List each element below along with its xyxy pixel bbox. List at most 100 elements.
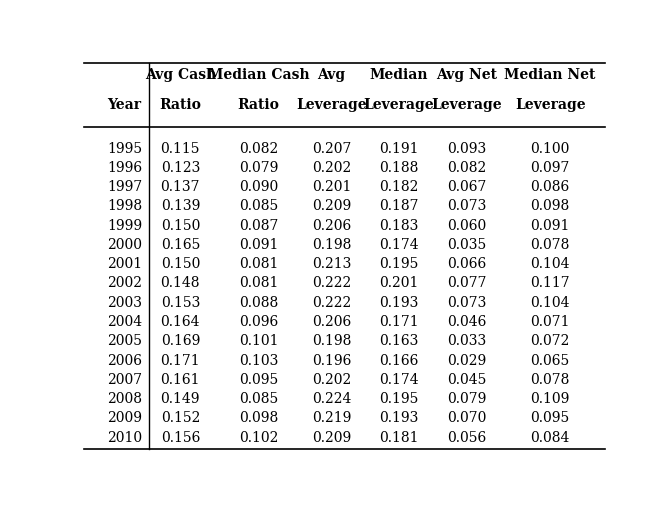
Text: 0.169: 0.169 xyxy=(161,334,200,348)
Text: 0.196: 0.196 xyxy=(312,353,351,368)
Text: 2005: 2005 xyxy=(108,334,142,348)
Text: 0.193: 0.193 xyxy=(380,296,419,310)
Text: 0.084: 0.084 xyxy=(530,430,570,445)
Text: 0.095: 0.095 xyxy=(239,373,278,387)
Text: 0.033: 0.033 xyxy=(447,334,487,348)
Text: 0.098: 0.098 xyxy=(530,199,570,213)
Text: 0.222: 0.222 xyxy=(312,296,351,310)
Text: 0.201: 0.201 xyxy=(312,180,351,194)
Text: Avg Net: Avg Net xyxy=(436,68,497,82)
Text: 0.082: 0.082 xyxy=(447,161,487,175)
Text: 0.091: 0.091 xyxy=(239,238,278,252)
Text: 0.209: 0.209 xyxy=(312,430,351,445)
Text: 0.056: 0.056 xyxy=(447,430,487,445)
Text: 0.095: 0.095 xyxy=(530,411,570,425)
Text: Median: Median xyxy=(370,68,428,82)
Text: 0.156: 0.156 xyxy=(161,430,200,445)
Text: Year: Year xyxy=(108,97,141,112)
Text: 0.150: 0.150 xyxy=(161,257,200,271)
Text: 0.193: 0.193 xyxy=(380,411,419,425)
Text: 0.081: 0.081 xyxy=(239,257,278,271)
Text: 0.148: 0.148 xyxy=(161,276,200,291)
Text: 0.090: 0.090 xyxy=(239,180,278,194)
Text: 0.066: 0.066 xyxy=(447,257,487,271)
Text: Leverage: Leverage xyxy=(515,97,585,112)
Text: 0.086: 0.086 xyxy=(530,180,570,194)
Text: 0.109: 0.109 xyxy=(530,392,570,406)
Text: 0.104: 0.104 xyxy=(530,257,570,271)
Text: 0.097: 0.097 xyxy=(530,161,570,175)
Text: 0.137: 0.137 xyxy=(161,180,200,194)
Text: 0.098: 0.098 xyxy=(239,411,278,425)
Text: 1995: 1995 xyxy=(108,141,142,156)
Text: 0.070: 0.070 xyxy=(447,411,487,425)
Text: 1999: 1999 xyxy=(108,219,142,233)
Text: 0.195: 0.195 xyxy=(380,257,419,271)
Text: 0.085: 0.085 xyxy=(239,199,278,213)
Text: 0.224: 0.224 xyxy=(312,392,351,406)
Text: 0.073: 0.073 xyxy=(447,199,487,213)
Text: Avg: Avg xyxy=(317,68,345,82)
Text: 2003: 2003 xyxy=(108,296,142,310)
Text: 0.183: 0.183 xyxy=(380,219,419,233)
Text: 0.087: 0.087 xyxy=(239,219,278,233)
Text: 0.206: 0.206 xyxy=(312,315,351,329)
Text: 0.078: 0.078 xyxy=(530,238,570,252)
Text: 0.219: 0.219 xyxy=(312,411,351,425)
Text: 0.067: 0.067 xyxy=(447,180,487,194)
Text: 2007: 2007 xyxy=(108,373,142,387)
Text: 0.029: 0.029 xyxy=(447,353,487,368)
Text: 1998: 1998 xyxy=(108,199,142,213)
Text: 0.088: 0.088 xyxy=(239,296,278,310)
Text: 0.161: 0.161 xyxy=(161,373,200,387)
Text: 2002: 2002 xyxy=(108,276,142,291)
Text: 0.117: 0.117 xyxy=(530,276,570,291)
Text: 0.035: 0.035 xyxy=(447,238,487,252)
Text: 0.153: 0.153 xyxy=(161,296,200,310)
Text: 0.065: 0.065 xyxy=(530,353,570,368)
Text: 0.101: 0.101 xyxy=(239,334,278,348)
Text: 1996: 1996 xyxy=(108,161,142,175)
Text: Leverage: Leverage xyxy=(364,97,434,112)
Text: 0.202: 0.202 xyxy=(312,161,351,175)
Text: 0.202: 0.202 xyxy=(312,373,351,387)
Text: 0.079: 0.079 xyxy=(447,392,487,406)
Text: 0.191: 0.191 xyxy=(379,141,419,156)
Text: 0.082: 0.082 xyxy=(239,141,278,156)
Text: 0.187: 0.187 xyxy=(379,199,419,213)
Text: 2010: 2010 xyxy=(108,430,142,445)
Text: 2001: 2001 xyxy=(108,257,142,271)
Text: 0.222: 0.222 xyxy=(312,276,351,291)
Text: 0.206: 0.206 xyxy=(312,219,351,233)
Text: 2009: 2009 xyxy=(108,411,142,425)
Text: 0.163: 0.163 xyxy=(380,334,419,348)
Text: Median Cash: Median Cash xyxy=(208,68,309,82)
Text: 0.174: 0.174 xyxy=(379,238,419,252)
Text: 0.073: 0.073 xyxy=(447,296,487,310)
Text: 0.139: 0.139 xyxy=(161,199,200,213)
Text: 1997: 1997 xyxy=(108,180,142,194)
Text: 0.081: 0.081 xyxy=(239,276,278,291)
Text: 2006: 2006 xyxy=(108,353,142,368)
Text: 0.096: 0.096 xyxy=(239,315,278,329)
Text: 0.072: 0.072 xyxy=(530,334,570,348)
Text: 0.060: 0.060 xyxy=(447,219,487,233)
Text: 0.213: 0.213 xyxy=(312,257,351,271)
Text: 0.207: 0.207 xyxy=(312,141,351,156)
Text: 0.150: 0.150 xyxy=(161,219,200,233)
Text: 0.171: 0.171 xyxy=(379,315,419,329)
Text: 0.102: 0.102 xyxy=(239,430,278,445)
Text: Avg Cash: Avg Cash xyxy=(144,68,216,82)
Text: 0.188: 0.188 xyxy=(380,161,419,175)
Text: Median Net: Median Net xyxy=(505,68,596,82)
Text: 0.115: 0.115 xyxy=(161,141,200,156)
Text: 0.198: 0.198 xyxy=(312,334,351,348)
Text: 0.091: 0.091 xyxy=(530,219,570,233)
Text: 0.104: 0.104 xyxy=(530,296,570,310)
Text: 0.078: 0.078 xyxy=(530,373,570,387)
Text: 0.100: 0.100 xyxy=(530,141,570,156)
Text: 2000: 2000 xyxy=(108,238,142,252)
Text: 0.171: 0.171 xyxy=(161,353,200,368)
Text: 0.071: 0.071 xyxy=(530,315,570,329)
Text: Leverage: Leverage xyxy=(296,97,367,112)
